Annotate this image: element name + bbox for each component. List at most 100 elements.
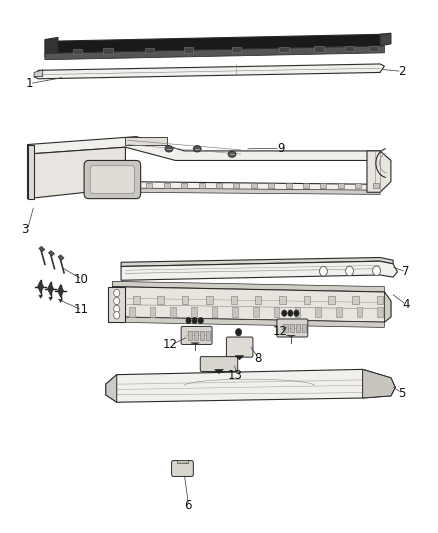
Polygon shape: [39, 246, 45, 252]
Polygon shape: [184, 47, 193, 53]
Polygon shape: [146, 183, 152, 188]
Circle shape: [114, 289, 120, 297]
Ellipse shape: [193, 146, 201, 152]
Polygon shape: [345, 46, 354, 51]
Bar: [302, 324, 306, 332]
Polygon shape: [338, 183, 344, 188]
Polygon shape: [182, 296, 188, 304]
Polygon shape: [353, 296, 359, 304]
Polygon shape: [232, 47, 241, 52]
Circle shape: [282, 310, 287, 317]
Polygon shape: [253, 308, 259, 317]
Bar: [325, 47, 347, 50]
Text: 4: 4: [403, 298, 410, 311]
Polygon shape: [377, 308, 383, 317]
Polygon shape: [125, 188, 380, 195]
Polygon shape: [58, 255, 64, 260]
Polygon shape: [304, 296, 310, 304]
FancyBboxPatch shape: [84, 160, 141, 199]
FancyBboxPatch shape: [172, 461, 193, 477]
Bar: [194, 331, 198, 340]
Polygon shape: [170, 308, 176, 317]
Text: 7: 7: [403, 265, 410, 278]
Polygon shape: [129, 308, 135, 317]
Polygon shape: [357, 308, 362, 317]
Polygon shape: [34, 70, 43, 77]
Polygon shape: [38, 280, 44, 293]
Polygon shape: [45, 37, 58, 57]
Polygon shape: [113, 317, 385, 327]
Bar: [252, 48, 273, 51]
Polygon shape: [113, 287, 391, 322]
Text: 2: 2: [398, 66, 406, 78]
Bar: [283, 324, 288, 332]
Polygon shape: [145, 48, 154, 53]
Polygon shape: [315, 308, 321, 317]
Polygon shape: [294, 308, 300, 317]
Text: 12: 12: [272, 325, 287, 338]
Polygon shape: [233, 308, 238, 317]
Ellipse shape: [228, 151, 236, 157]
Circle shape: [294, 310, 299, 317]
Polygon shape: [28, 147, 125, 199]
Polygon shape: [251, 183, 257, 188]
Bar: [113, 49, 134, 52]
Polygon shape: [286, 335, 295, 336]
Polygon shape: [133, 296, 140, 304]
Polygon shape: [303, 183, 309, 188]
Polygon shape: [49, 297, 52, 301]
FancyBboxPatch shape: [200, 357, 238, 372]
Polygon shape: [125, 182, 380, 192]
Polygon shape: [377, 296, 383, 304]
Polygon shape: [274, 308, 279, 317]
Polygon shape: [314, 46, 324, 52]
Polygon shape: [28, 136, 380, 160]
Polygon shape: [48, 251, 54, 256]
Bar: [290, 324, 294, 332]
Polygon shape: [212, 308, 218, 317]
Bar: [199, 49, 221, 51]
Polygon shape: [39, 295, 42, 298]
Polygon shape: [373, 183, 379, 188]
Bar: [206, 331, 210, 340]
Polygon shape: [206, 296, 213, 304]
Polygon shape: [181, 183, 187, 188]
Polygon shape: [215, 369, 223, 374]
Circle shape: [373, 266, 381, 276]
Polygon shape: [355, 183, 361, 188]
Polygon shape: [198, 183, 205, 188]
Text: 8: 8: [254, 352, 262, 365]
Circle shape: [114, 312, 120, 319]
Polygon shape: [73, 49, 82, 54]
FancyBboxPatch shape: [226, 337, 253, 357]
Polygon shape: [385, 292, 391, 322]
Polygon shape: [106, 369, 395, 402]
Polygon shape: [125, 136, 167, 144]
Text: 11: 11: [74, 303, 88, 317]
Polygon shape: [164, 183, 170, 188]
Circle shape: [346, 266, 353, 276]
Polygon shape: [268, 183, 274, 188]
Polygon shape: [255, 296, 261, 304]
Bar: [200, 331, 204, 340]
Polygon shape: [321, 183, 326, 188]
Polygon shape: [380, 33, 391, 46]
Polygon shape: [336, 308, 342, 317]
Polygon shape: [53, 34, 385, 53]
Circle shape: [114, 297, 120, 305]
Polygon shape: [191, 343, 199, 344]
Polygon shape: [367, 151, 391, 192]
Circle shape: [288, 310, 293, 317]
Text: 3: 3: [21, 223, 29, 236]
Polygon shape: [157, 296, 164, 304]
Polygon shape: [45, 46, 385, 60]
Text: 5: 5: [398, 387, 406, 400]
Text: 12: 12: [163, 338, 178, 351]
Polygon shape: [286, 183, 292, 188]
Polygon shape: [233, 183, 240, 188]
Polygon shape: [59, 300, 62, 303]
Polygon shape: [47, 282, 53, 295]
Polygon shape: [106, 375, 117, 402]
Polygon shape: [279, 46, 289, 52]
Text: 1: 1: [26, 77, 33, 90]
